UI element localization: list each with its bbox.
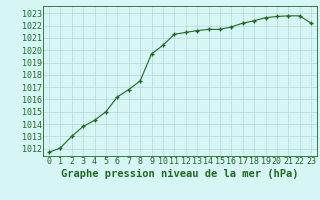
X-axis label: Graphe pression niveau de la mer (hPa): Graphe pression niveau de la mer (hPa) <box>61 169 299 179</box>
